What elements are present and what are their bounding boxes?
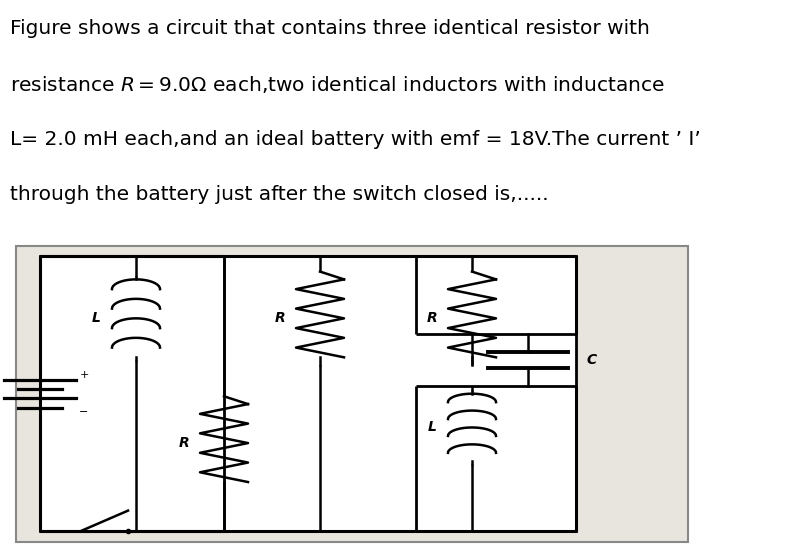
Text: R: R — [178, 436, 190, 450]
Text: through the battery just after the switch closed is,.....: through the battery just after the switc… — [10, 185, 548, 205]
Text: resistance $R = 9.0\Omega$ each,two identical inductors with inductance: resistance $R = 9.0\Omega$ each,two iden… — [10, 74, 664, 95]
Text: R: R — [426, 311, 438, 325]
Text: C: C — [587, 353, 597, 367]
Bar — [40, 256, 576, 532]
Text: L= 2.0 mH each,and an ideal battery with emf = 18V.The current ’ I’: L= 2.0 mH each,and an ideal battery with… — [10, 130, 700, 149]
Text: L: L — [427, 421, 437, 434]
Bar — [16, 246, 688, 542]
Text: R: R — [274, 311, 286, 325]
Text: L: L — [91, 311, 101, 325]
Text: +: + — [79, 370, 89, 380]
Text: −: − — [79, 408, 89, 417]
Text: Figure shows a circuit that contains three identical resistor with: Figure shows a circuit that contains thr… — [10, 19, 650, 38]
